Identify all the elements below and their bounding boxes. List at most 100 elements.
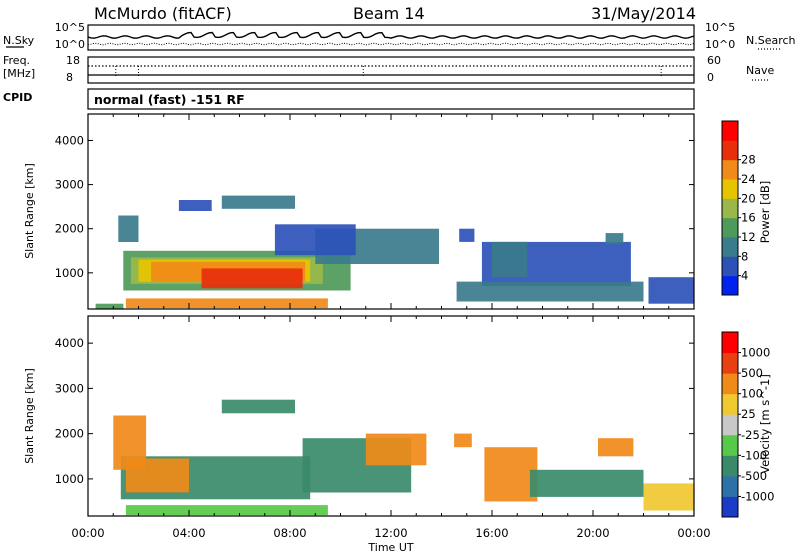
x-axis-title: Time UT: [367, 541, 413, 554]
power-colorbar-swatch: [722, 275, 738, 296]
power-echo-cell: [125, 298, 328, 309]
velocity-colorbar-swatch: [722, 434, 738, 456]
freq-label: Freq.: [3, 54, 30, 67]
nave-label: Nave: [746, 64, 774, 77]
velocity-panel: 1000 2000 3000 4000 Slant Range [km]: [23, 315, 695, 517]
power-colorbar-tick-label: 24: [741, 172, 756, 186]
noise-right-tick-bottom: 10^0: [705, 38, 735, 51]
velocity-y-axis-title: Slant Range [km]: [23, 368, 36, 464]
power-panel: 1000 2000 3000 4000 Slant Range [km]: [23, 113, 695, 310]
power-y-axis-title: Slant Range [km]: [23, 163, 36, 259]
x-tick-label: 16:00: [475, 526, 508, 540]
x-axis: 00:00 04:00 08:00 12:00 16:00 20:00 00:00: [71, 526, 710, 540]
freq-unit-label: [MHz]: [3, 67, 35, 80]
nave-tick-top: 60: [707, 54, 721, 67]
velocity-echo-cell: [598, 438, 634, 457]
power-colorbar-swatch: [722, 159, 738, 180]
velocity-colorbar-swatch: [722, 373, 738, 395]
velocity-colorbar-swatch: [722, 352, 738, 374]
x-tick-label: 00:00: [677, 526, 710, 540]
noise-search-trace: [87, 42, 695, 46]
noise-sky-label: N.Sky: [3, 34, 35, 47]
power-colorbar-tick-label: 12: [741, 230, 756, 244]
velocity-echo-cell: [113, 415, 147, 470]
velocity-colorbar-tick-label: 100: [741, 387, 763, 401]
power-colorbar-swatch: [722, 140, 738, 161]
power-colorbar-swatch: [722, 121, 738, 141]
velocity-colorbar-title: Velocity [m s^-1]: [758, 374, 772, 474]
power-colorbar-swatch: [722, 179, 738, 199]
velocity-colorbar-tick-label: 500: [741, 366, 763, 380]
nave-tick-bottom: 0: [707, 71, 714, 84]
cpid-label: CPID: [3, 91, 32, 104]
power-echo-cell: [456, 281, 644, 302]
power-echo-cell: [118, 215, 139, 242]
cpid-mode: normal (fast) -151 RF: [94, 92, 245, 107]
power-y-tick-label: 2000: [55, 222, 84, 236]
power-colorbar-tick-label: 4: [741, 269, 748, 283]
power-colorbar-title: Power [dB]: [758, 181, 772, 244]
velocity-colorbar-tick-label: -25: [741, 428, 760, 442]
velocity-colorbar-tick-label: 1000: [741, 346, 770, 360]
power-colorbar-swatch: [722, 256, 738, 277]
noise-sky-trace: [87, 31, 695, 39]
power-y-tick-label: 3000: [55, 178, 84, 192]
freq-tick-bottom: 8: [66, 71, 73, 84]
power-echo-cell: [492, 241, 528, 278]
velocity-y-tick-label: 3000: [55, 381, 84, 395]
velocity-colorbar-frame: [721, 331, 739, 518]
x-tick-label: 20:00: [576, 526, 609, 540]
power-y-tick-label: 1000: [55, 266, 84, 280]
velocity-echo-cell: [365, 433, 427, 466]
velocity-echo-cell: [643, 483, 694, 511]
power-echo-cell: [459, 228, 475, 242]
noise-panel: N.Sky 10^5 10^0 10^5 10^0 N.Search: [3, 21, 796, 51]
power-colorbar-swatch: [722, 217, 738, 238]
power-echo-cell: [178, 200, 212, 211]
power-echo-cell: [221, 195, 295, 209]
velocity-colorbar-tick-label: -500: [741, 469, 767, 483]
x-tick-label: 00:00: [71, 526, 104, 540]
power-colorbar-tick-label: 8: [741, 249, 748, 263]
velocity-colorbar-swatch: [722, 332, 738, 354]
noise-tick-bottom: 10^0: [55, 38, 85, 51]
power-colorbar-swatch: [722, 198, 738, 219]
velocity-colorbar-swatch: [722, 496, 738, 518]
power-colorbar-tick-label: 20: [741, 191, 756, 205]
power-echo-cell: [201, 268, 303, 289]
freq-tick-top: 18: [66, 54, 80, 67]
velocity-y-tick-label: 4000: [55, 336, 84, 350]
freq-panel: Freq. [MHz] 18 8 60 0 Nave: [3, 54, 774, 84]
power-colorbar: 4 8 12 16 20 24 28: [721, 120, 756, 296]
velocity-colorbar-swatch: [722, 475, 738, 497]
noise-tick-top: 10^5: [55, 21, 85, 34]
velocity-colorbar-tick-label: -1000: [741, 489, 774, 503]
noise-right-tick-top: 10^5: [705, 21, 735, 34]
velocity-echo-cell: [529, 469, 644, 497]
velocity-y-tick-label: 2000: [55, 427, 84, 441]
velocity-echo-cell: [221, 399, 295, 414]
power-y-tick-label: 4000: [55, 133, 84, 147]
date-title: 31/May/2014: [591, 4, 696, 23]
x-tick-label: 08:00: [273, 526, 306, 540]
power-echo-cell: [95, 303, 124, 309]
velocity-echo-cell: [454, 433, 472, 448]
velocity-colorbar-swatch: [722, 455, 738, 477]
velocity-colorbar-tick-label: 25: [741, 407, 756, 421]
power-colorbar-tick-label: 16: [741, 211, 756, 225]
power-echo-cell: [648, 277, 694, 304]
velocity-echo-cell: [484, 447, 538, 502]
power-colorbar-tick-label: 28: [741, 153, 756, 167]
power-echo-cell: [605, 233, 624, 245]
power-colorbar-swatch: [722, 237, 738, 257]
power-echo-cell: [274, 224, 356, 256]
station-title: McMurdo (fitACF): [94, 4, 232, 23]
velocity-colorbar: 1000 500 100 25 -25 -100 -500 -1000: [721, 331, 774, 518]
velocity-y-tick-label: 1000: [55, 472, 84, 486]
velocity-colorbar-tick-label: -100: [741, 448, 767, 462]
x-tick-label: 04:00: [172, 526, 205, 540]
velocity-colorbar-swatch: [722, 393, 738, 415]
velocity-colorbar-swatch: [722, 414, 738, 436]
x-tick-label: 12:00: [374, 526, 407, 540]
